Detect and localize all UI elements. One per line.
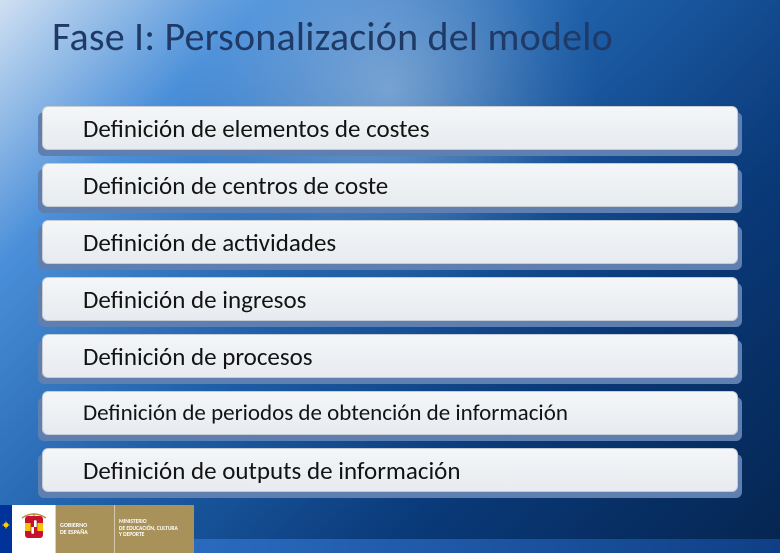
list-item: Definición de actividades: [38, 220, 742, 266]
ministerio-line2: DE EDUCACIÓN, CULTURA: [119, 526, 190, 533]
spain-crest-icon: [12, 505, 56, 553]
list-item-label: Definición de procesos: [83, 341, 313, 372]
gobierno-label: GOBIERNO DE ESPAÑA: [56, 505, 114, 553]
list-item-label: Definición de ingresos: [83, 284, 306, 315]
eu-flag-icon: [0, 505, 12, 553]
ministerio-line1: MINISTERIO: [119, 519, 190, 526]
list-item-bar: Definición de centros de coste: [42, 163, 738, 207]
list-item: Definición de ingresos: [38, 277, 742, 323]
list-item-label: Definición de elementos de costes: [83, 113, 429, 144]
list-item-bar: Definición de ingresos: [42, 277, 738, 321]
list-item-bar: Definición de elementos de costes: [42, 106, 738, 150]
list-item-label: Definición de periodos de obtención de i…: [83, 399, 568, 427]
footer-logos: GOBIERNO DE ESPAÑA MINISTERIO DE EDUCACI…: [0, 505, 194, 553]
list-item: Definición de periodos de obtención de i…: [38, 391, 742, 437]
list-item: Definición de elementos de costes: [38, 106, 742, 152]
list-item-bar: Definición de procesos: [42, 334, 738, 378]
slide-footer: GOBIERNO DE ESPAÑA MINISTERIO DE EDUCACI…: [0, 505, 780, 553]
ministerio-label: MINISTERIO DE EDUCACIÓN, CULTURA Y DEPOR…: [114, 505, 194, 553]
definition-list: Definición de elementos de costes Defini…: [38, 106, 742, 505]
ministerio-line3: Y DEPORTE: [119, 532, 190, 539]
list-item-bar: Definición de actividades: [42, 220, 738, 264]
list-item-label: Definición de outputs de información: [83, 455, 461, 486]
list-item-bar: Definición de periodos de obtención de i…: [42, 391, 738, 435]
list-item: Definición de procesos: [38, 334, 742, 380]
slide-title: Fase I: Personalización del modelo: [52, 12, 613, 61]
list-item-bar: Definición de outputs de información: [42, 448, 738, 492]
gobierno-line2: DE ESPAÑA: [60, 529, 110, 536]
list-item-label: Definición de actividades: [83, 227, 336, 258]
list-item-label: Definición de centros de coste: [83, 170, 388, 201]
list-item: Definición de outputs de información: [38, 448, 742, 494]
footer-color-band: [194, 539, 780, 553]
list-item: Definición de centros de coste: [38, 163, 742, 209]
